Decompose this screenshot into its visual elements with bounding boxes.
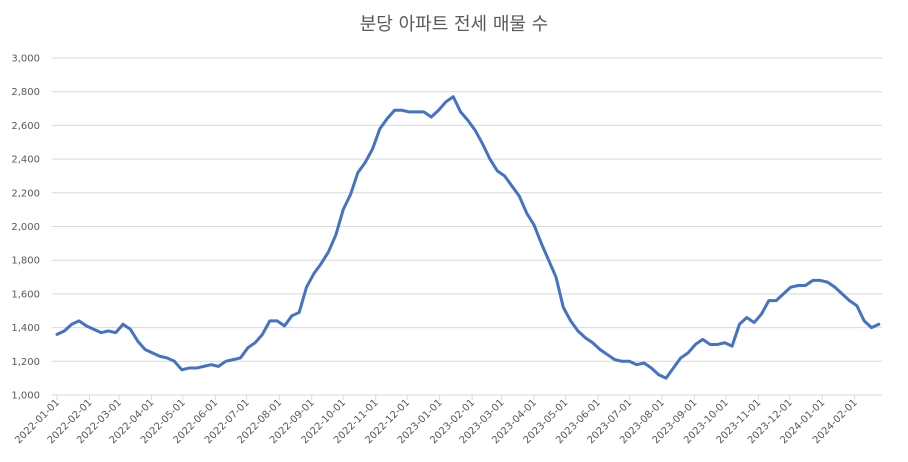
y-tick-label: 3,000 (11, 54, 40, 65)
y-tick-label: 1,400 (11, 323, 40, 334)
y-tick-label: 2,400 (11, 155, 40, 166)
y-tick-label: 2,000 (11, 222, 40, 233)
y-tick-label: 2,800 (11, 87, 40, 98)
y-tick-label: 2,200 (11, 188, 40, 199)
chart-title: 분당 아파트 전세 매물 수 (360, 14, 549, 35)
y-tick-label: 1,200 (11, 357, 40, 368)
y-tick-label: 1,600 (11, 289, 40, 300)
y-tick-label: 1,000 (11, 391, 40, 402)
y-tick-label: 1,800 (11, 256, 40, 267)
line-series (55, 95, 881, 380)
y-tick-label: 2,600 (11, 121, 40, 132)
